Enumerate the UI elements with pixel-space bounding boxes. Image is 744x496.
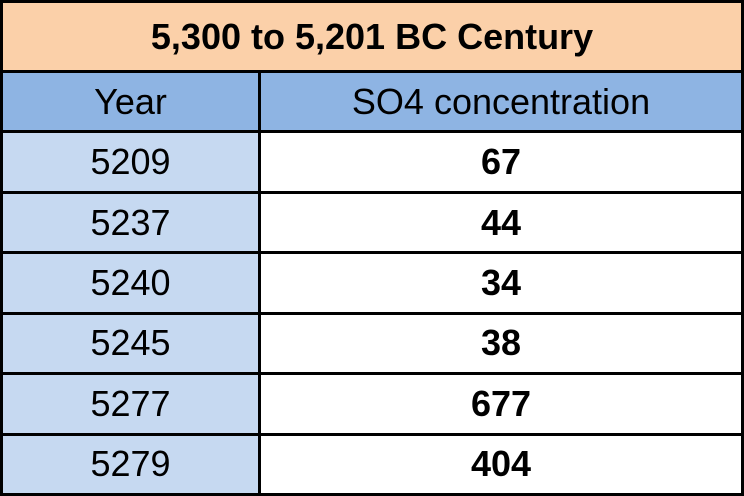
year-cell: 5245 [3, 314, 258, 373]
value-cell: 677 [261, 375, 741, 433]
year-cell: 5240 [3, 254, 258, 312]
value-cell: 34 [261, 254, 741, 312]
table-title: 5,300 to 5,201 BC Century [3, 3, 741, 70]
value-cell: 404 [261, 435, 741, 493]
year-cell: 5277 [3, 375, 258, 433]
value-cell: 67 [261, 133, 741, 191]
value-cell: 44 [261, 193, 741, 252]
year-cell: 5209 [3, 133, 258, 191]
year-cell: 5279 [3, 435, 258, 493]
column-header: SO4 concentration [261, 73, 741, 131]
value-cell: 38 [261, 314, 741, 373]
column-header: Year [3, 73, 258, 131]
year-cell: 5237 [3, 193, 258, 252]
